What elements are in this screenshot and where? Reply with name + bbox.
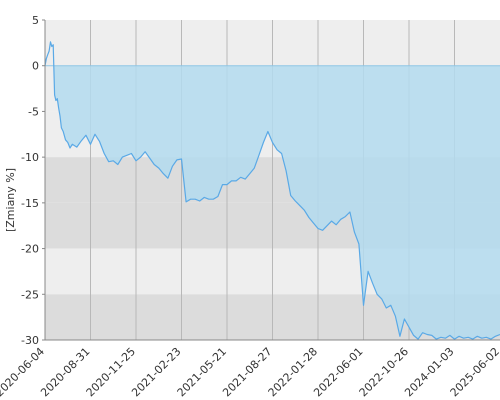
y-tick-label: -5	[28, 105, 39, 118]
y-tick-label: -20	[21, 243, 39, 256]
y-axis-title: [Zmiany %]	[4, 168, 17, 232]
y-tick-labels: 5 0 -5 -10 -15 -20 -25 -30	[21, 14, 45, 347]
y-tick-label: 0	[32, 60, 39, 73]
x-tick-labels: 2020-06-042020-08-312020-11-252021-02-23…	[0, 345, 500, 399]
axes	[44, 20, 500, 341]
series-line	[44, 41, 500, 340]
y-tick-label: -10	[21, 151, 39, 164]
series-area-fill	[53, 65, 500, 340]
y-tick-label: -30	[21, 334, 39, 347]
y-tick-label: -25	[21, 288, 39, 301]
series-area	[44, 41, 500, 340]
y-tick-label: -15	[21, 197, 39, 210]
y-tick-label: 5	[32, 14, 39, 27]
